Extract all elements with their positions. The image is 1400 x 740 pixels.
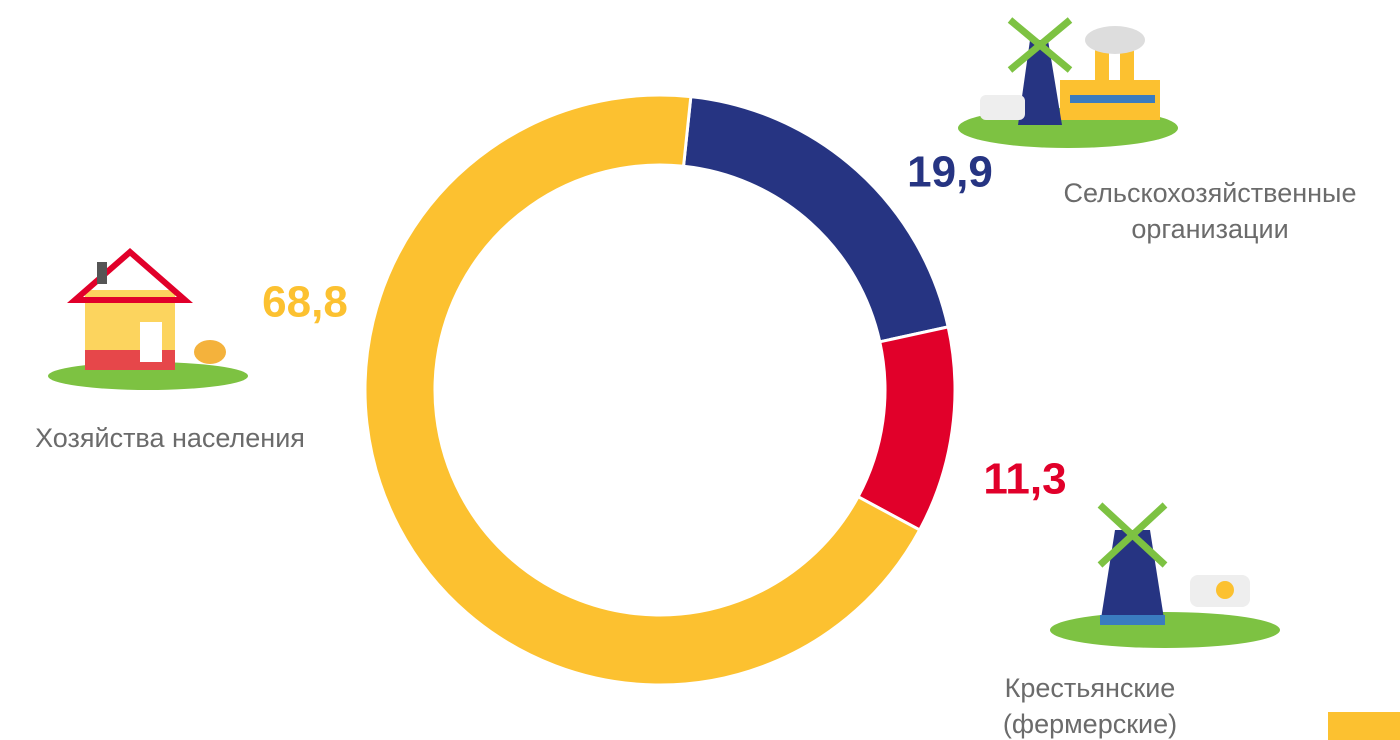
donut-segment bbox=[856, 325, 957, 532]
corner-badge bbox=[1328, 712, 1400, 740]
icon-farm bbox=[1050, 502, 1280, 648]
icon-household bbox=[48, 248, 248, 390]
category-label: Крестьянские(фермерские)хозяйства bbox=[1003, 673, 1177, 740]
donut-segment bbox=[681, 94, 950, 344]
donut-segment bbox=[363, 93, 922, 687]
value-label: 68,8 bbox=[262, 278, 348, 327]
category-label: Сельскохозяйственные организации bbox=[1064, 178, 1357, 244]
category-label: Хозяйства населения bbox=[35, 423, 305, 453]
icon-agri-org bbox=[958, 17, 1178, 148]
value-label: 11,3 bbox=[983, 455, 1066, 504]
value-label: 19,9 bbox=[907, 148, 993, 197]
